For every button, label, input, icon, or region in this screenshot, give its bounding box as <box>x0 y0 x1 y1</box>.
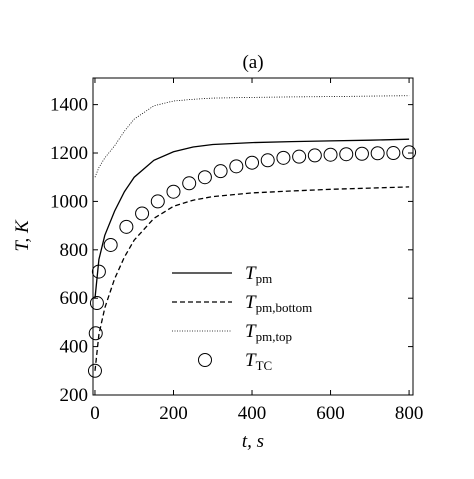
x-tick-label: 600 <box>316 403 345 424</box>
data-point <box>323 147 338 162</box>
y-tick-label: 1000 <box>50 191 88 212</box>
data-point <box>370 146 385 161</box>
y-axis-label: T, K <box>12 219 33 252</box>
data-point <box>182 176 197 191</box>
legend-label: TTC <box>245 350 272 373</box>
legend-main: T <box>245 292 257 313</box>
data-point <box>89 296 104 311</box>
chart-title: (a) <box>242 52 263 73</box>
data-point <box>119 219 134 234</box>
legend-label: Tpm <box>245 263 272 286</box>
data-point <box>213 164 228 179</box>
y-tick-label: 600 <box>60 288 89 309</box>
y-tick-label: 400 <box>60 337 89 358</box>
legend-sub: pm,bottom <box>256 300 313 315</box>
data-point <box>245 155 260 170</box>
x-tick-label: 0 <box>90 403 100 424</box>
x-tick-label: 800 <box>395 403 424 424</box>
data-point <box>103 237 118 252</box>
data-point <box>91 264 106 279</box>
legend-sub: pm,top <box>256 329 292 344</box>
y-tick-label: 1200 <box>50 143 88 164</box>
data-point <box>229 159 244 174</box>
data-line <box>94 138 410 299</box>
data-point <box>166 184 181 199</box>
data-point <box>87 363 102 378</box>
data-point <box>339 147 354 162</box>
data-line <box>94 95 410 178</box>
data-point <box>150 194 165 209</box>
data-line <box>94 186 410 371</box>
legend-symbol <box>198 353 212 367</box>
data-point <box>386 146 401 161</box>
x-tick-label: 400 <box>238 403 267 424</box>
data-point <box>88 326 103 341</box>
data-point <box>260 153 275 168</box>
legend-label: Tpm,bottom <box>245 292 312 315</box>
data-point <box>402 145 417 160</box>
legend-main: T <box>245 263 257 284</box>
x-axis-label: t, s <box>242 431 264 452</box>
legend-main: T <box>245 350 257 371</box>
legend-sub: pm <box>256 271 273 286</box>
data-point <box>354 146 369 161</box>
legend-main: T <box>245 321 257 342</box>
data-point <box>307 148 322 163</box>
data-point <box>276 150 291 165</box>
legend-label: Tpm,top <box>245 321 292 344</box>
data-point <box>197 170 212 185</box>
data-point <box>292 149 307 164</box>
y-tick-label: 1400 <box>50 95 88 116</box>
data-point <box>135 206 150 221</box>
y-tick-label: 800 <box>60 240 89 261</box>
y-tick-label: 200 <box>60 385 89 406</box>
legend-sub: TC <box>256 358 273 373</box>
plot-frame <box>92 77 414 396</box>
x-tick-label: 200 <box>159 403 188 424</box>
